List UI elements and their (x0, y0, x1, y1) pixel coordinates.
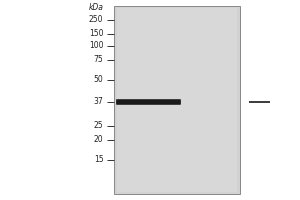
Text: 20: 20 (94, 136, 104, 144)
FancyBboxPatch shape (116, 99, 181, 105)
Text: 15: 15 (94, 156, 104, 164)
Text: kDa: kDa (88, 3, 104, 12)
Text: 100: 100 (89, 42, 103, 50)
Bar (114, 6, 240, 194)
Text: 250: 250 (89, 16, 103, 24)
Text: 75: 75 (94, 55, 103, 64)
Bar (117, 8, 237, 192)
Text: 150: 150 (89, 29, 103, 38)
Text: 37: 37 (94, 98, 103, 106)
Text: 25: 25 (94, 121, 104, 130)
Text: 50: 50 (94, 75, 103, 84)
